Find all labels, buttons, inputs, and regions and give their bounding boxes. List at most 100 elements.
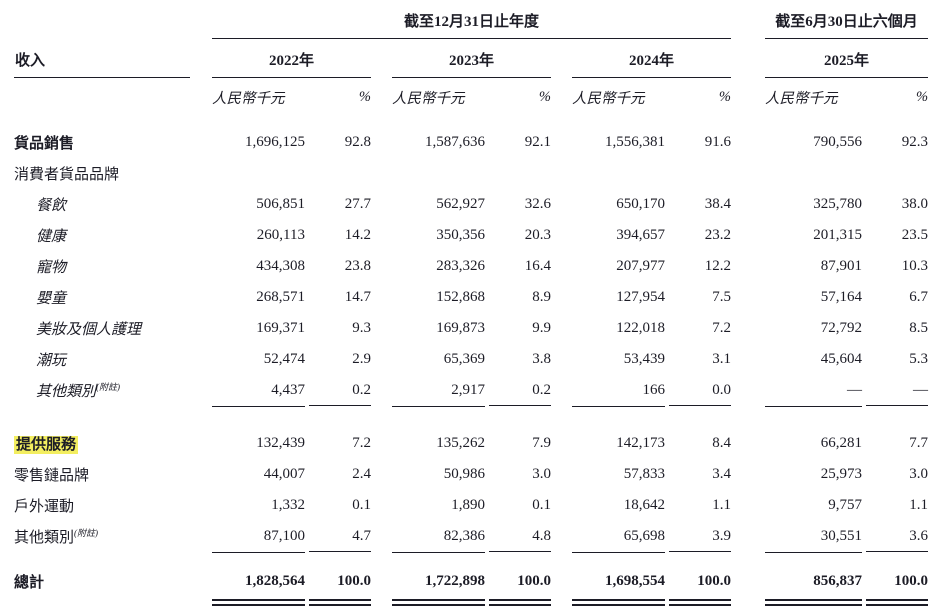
row-label-cell: 提供服務 (14, 428, 212, 459)
percent-cell: 12.2 (704, 258, 732, 274)
year-header-2025: 2025年 (765, 38, 929, 78)
amount-cell: 1,587,636 (425, 134, 485, 150)
row-label-cell: 寵物 (14, 251, 212, 282)
double-rule (866, 599, 929, 606)
amount-cell: 50,986 (443, 466, 485, 482)
percent-cell: 8.5 (909, 320, 929, 336)
percent-cell: 38.0 (901, 196, 929, 212)
percent-cell: 32.6 (524, 196, 551, 212)
percent-cell: 100.0 (894, 572, 929, 589)
column-gutter (731, 127, 765, 158)
column-gutter (371, 158, 392, 189)
row-label: 其他類別 (14, 530, 75, 546)
percent-cell: 3.9 (665, 521, 732, 552)
percent-cell: 0.2 (305, 375, 371, 406)
percent-cell: 7.5 (712, 289, 732, 305)
year-header-2022: 2022年 (212, 38, 371, 78)
amount-cell: 283,326 (436, 258, 485, 274)
percent-cell: 92.3 (901, 134, 929, 150)
amount-cell: 142,173 (616, 435, 665, 451)
amount-cell (572, 158, 665, 189)
percent-cell: 2.4 (352, 466, 371, 482)
percent-cell: 27.7 (344, 196, 371, 212)
column-gutter (371, 220, 392, 251)
percent-cell: 3.1 (712, 351, 732, 367)
percent-cell: — (862, 375, 929, 406)
row-label: 其他類別 (36, 384, 97, 400)
column-gutter (551, 521, 572, 552)
double-rule (212, 599, 305, 606)
amount-cell: 562,927 (436, 196, 485, 212)
column-gutter (731, 158, 765, 189)
header-spacer (14, 8, 212, 39)
column-gutter (371, 189, 392, 220)
revenue-table: 截至12月31日止年度 截至6月30日止六個月 收入 2022年 2023年 2… (14, 8, 929, 606)
column-gutter (731, 596, 765, 606)
amount-cell (392, 158, 485, 189)
amount-cell: 506,851 (256, 196, 305, 212)
table-row: 其他類別(附註) 4,437 0.2 2,917 0.2 166 0.0— — (14, 375, 929, 407)
column-gutter (551, 375, 572, 406)
percent-cell: 6.7 (909, 289, 929, 305)
double-rule (669, 599, 732, 606)
amount-cell: 45,604 (820, 351, 863, 367)
amount-cell: 166 (572, 375, 665, 407)
double-rule (489, 599, 551, 606)
percent-cell: 23.5 (901, 227, 929, 243)
column-gutter (551, 490, 572, 521)
spacer-row (14, 406, 928, 416)
row-label-cell: 美妝及個人護理 (14, 313, 212, 344)
row-label-cell: 貨品銷售 (14, 127, 212, 158)
amount-cell: 66,281 (820, 435, 863, 451)
amount-cell (212, 158, 305, 189)
table-row: 餐飲 506,851 27.7 562,927 32.6 650,170 38.4 325,7… (14, 189, 928, 220)
percent-cell: 9.9 (532, 320, 551, 336)
amount-cell: 201,315 (813, 227, 863, 243)
amount-cell: — (765, 375, 863, 407)
year-header-row: 收入 2022年 2023年 2024年 2025年 (14, 38, 929, 78)
row-label-cell: 其他類別(附註) (14, 521, 212, 552)
column-gutter (731, 490, 765, 521)
amount-cell: 127,954 (616, 289, 665, 305)
percent-cell: 1.1 (909, 497, 929, 513)
double-rule-cell (305, 596, 371, 606)
column-gutter (371, 313, 392, 344)
row-label: 總計 (14, 574, 45, 591)
amount-cell: 65,369 (443, 351, 485, 367)
percent-header: % (718, 89, 732, 105)
row-label-header-cell: 收入 (14, 39, 212, 78)
row-label: 消費者貨品品牌 (14, 167, 120, 183)
row-label-cell: 總計 (14, 566, 212, 596)
row-label-cell: 餐飲 (14, 189, 212, 220)
column-gutter (731, 78, 765, 111)
year-header-2024: 2024年 (572, 38, 732, 78)
percent-cell: 0.1 (352, 497, 371, 513)
percent-cell (862, 158, 928, 189)
amount-cell (765, 158, 862, 189)
table-row: 零售鏈品牌 44,007 2.4 50,986 3.0 57,833 3.4 25,973 3.… (14, 459, 928, 490)
amount-cell: 325,780 (813, 196, 863, 212)
amount-cell: 53,439 (623, 351, 665, 367)
table-row: 貨品銷售 1,696,125 92.8 1,587,636 92.1 1,556,381 9… (14, 127, 928, 158)
percent-cell (485, 158, 551, 189)
amount-cell: 650,170 (616, 196, 665, 212)
amount-cell: 169,873 (436, 320, 485, 336)
percent-cell: 0.1 (532, 497, 551, 513)
column-gutter (551, 596, 572, 606)
unit-header: 人民幣千元 (392, 91, 465, 107)
row-label-header: 收入 (14, 49, 190, 78)
percent-cell: 23.8 (344, 258, 371, 274)
double-rule (765, 599, 863, 606)
table-row: 寵物 434,308 23.8 283,326 16.4 207,977 12.2 87,90… (14, 251, 928, 282)
row-label: 健康 (36, 229, 67, 245)
amount-cell: 169,371 (256, 320, 305, 336)
spacer-row (14, 110, 928, 127)
unit-header: 人民幣千元 (572, 91, 645, 107)
amount-cell: 1,556,381 (605, 134, 665, 150)
row-label: 嬰童 (36, 291, 67, 307)
percent-cell: 7.2 (352, 435, 371, 451)
column-gutter (731, 428, 765, 459)
percent-cell: 9.3 (352, 320, 371, 336)
column-gutter (731, 251, 765, 282)
row-label: 潮玩 (36, 353, 67, 369)
